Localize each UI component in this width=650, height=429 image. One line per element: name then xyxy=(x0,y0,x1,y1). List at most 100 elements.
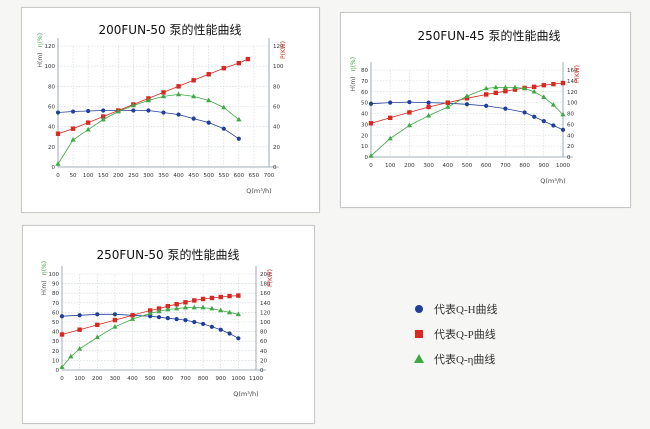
point-p xyxy=(192,298,197,303)
x-axis-label: Q(m³/h) xyxy=(233,390,258,398)
point-eta xyxy=(560,111,566,117)
x-tick-label: 0 xyxy=(369,163,373,169)
x-tick-label: 50 xyxy=(70,173,77,179)
y-tick-label: 50 xyxy=(52,320,59,326)
chart-title: 250FUN-50 泵的性能曲线 xyxy=(97,247,240,262)
x-tick-label: 900 xyxy=(539,163,550,169)
point-h xyxy=(55,110,61,115)
point-h xyxy=(206,120,211,125)
point-eta xyxy=(502,84,508,90)
point-p xyxy=(484,92,489,97)
point-h xyxy=(200,321,206,327)
point-eta xyxy=(387,135,393,141)
p-tick-label: 80 xyxy=(273,84,280,90)
point-p xyxy=(426,104,431,110)
y-tick-label: 100 xyxy=(49,272,60,278)
x-tick-label: 200 xyxy=(113,173,124,179)
y-tick-label: 0 xyxy=(365,155,369,161)
point-h xyxy=(161,110,166,115)
point-eta xyxy=(165,306,171,312)
y-tick-label: 60 xyxy=(48,105,55,111)
series-line-eta xyxy=(57,93,240,165)
point-h xyxy=(541,119,546,124)
x-tick-label: 400 xyxy=(173,173,184,179)
p-tick-label: 120 xyxy=(260,310,271,316)
p-tick-label: 80 xyxy=(260,330,267,336)
point-h xyxy=(532,114,537,119)
point-h xyxy=(236,336,241,341)
point-h xyxy=(218,327,223,332)
x-tick-label: 100 xyxy=(83,173,94,179)
y-tick-label: 20 xyxy=(361,133,368,139)
h-axis-label: H(m) xyxy=(37,52,44,67)
point-h xyxy=(59,314,65,319)
point-eta xyxy=(493,84,499,90)
point-h xyxy=(183,317,188,323)
point-p xyxy=(59,332,65,337)
point-h xyxy=(101,108,106,113)
point-h xyxy=(236,136,241,141)
point-p xyxy=(165,303,171,309)
p-tick-label: 100 xyxy=(273,64,284,70)
x-tick-label: 1000 xyxy=(556,163,570,169)
point-p xyxy=(200,296,206,302)
x-tick-label: 500 xyxy=(462,163,473,169)
eta-axis-label: η(%) xyxy=(37,33,44,47)
point-eta xyxy=(550,102,556,107)
point-p xyxy=(174,302,179,307)
p-tick-label: 40 xyxy=(273,125,280,131)
legend-item-qh: 代表Q-H曲线 xyxy=(412,296,582,321)
point-eta xyxy=(426,112,432,118)
point-eta xyxy=(156,308,162,314)
point-eta xyxy=(406,122,412,128)
series-line-p xyxy=(57,58,249,135)
point-eta xyxy=(94,334,100,340)
point-eta xyxy=(209,305,215,311)
p-tick-label: 60 xyxy=(260,339,267,345)
y-tick-label: 70 xyxy=(52,301,59,307)
point-eta xyxy=(130,102,136,108)
point-h xyxy=(77,313,82,318)
legend-label-qh: 代表Q-H曲线 xyxy=(434,303,498,316)
point-eta xyxy=(68,353,74,359)
series-line-h xyxy=(61,313,239,339)
point-eta xyxy=(218,307,224,313)
x-tick-label: 400 xyxy=(127,376,138,382)
p-tick-label: 60 xyxy=(273,105,280,111)
p-tick-label: 40 xyxy=(260,349,267,355)
point-p xyxy=(183,300,188,305)
x-tick-label: 800 xyxy=(198,376,209,382)
point-h xyxy=(131,108,136,113)
point-p xyxy=(445,100,450,105)
x-tick-label: 300 xyxy=(110,376,121,382)
p-tick-label: 200 xyxy=(260,272,271,278)
point-p xyxy=(512,87,518,92)
point-eta xyxy=(160,93,167,99)
point-eta xyxy=(174,305,180,311)
x-axis-label: Q(m³/h) xyxy=(246,187,271,195)
legend: 代表Q-H曲线 代表Q-P曲线 代表Q-η曲线 xyxy=(412,296,582,371)
x-tick-label: 800 xyxy=(519,163,530,169)
point-p xyxy=(101,114,106,119)
point-eta xyxy=(236,116,242,122)
triangle-marker-icon xyxy=(414,353,424,363)
x-tick-label: 700 xyxy=(500,163,511,169)
point-h xyxy=(221,126,226,131)
point-eta xyxy=(531,88,537,94)
point-eta xyxy=(464,93,470,98)
eta-axis-label: η(%) xyxy=(41,261,48,275)
point-p xyxy=(221,65,226,71)
y-tick-label: 40 xyxy=(52,330,59,336)
p-tick-label: 140 xyxy=(567,79,578,85)
point-h xyxy=(368,101,374,106)
y-tick-label: 40 xyxy=(361,112,368,118)
y-tick-label: 30 xyxy=(52,339,59,345)
point-p xyxy=(218,294,223,300)
y-tick-label: 50 xyxy=(361,101,368,107)
point-h xyxy=(176,112,181,117)
point-eta xyxy=(235,311,241,317)
x-tick-label: 450 xyxy=(188,173,199,179)
point-h xyxy=(146,108,151,113)
x-tick-label: 900 xyxy=(215,376,226,382)
x-tick-label: 1100 xyxy=(249,376,263,382)
